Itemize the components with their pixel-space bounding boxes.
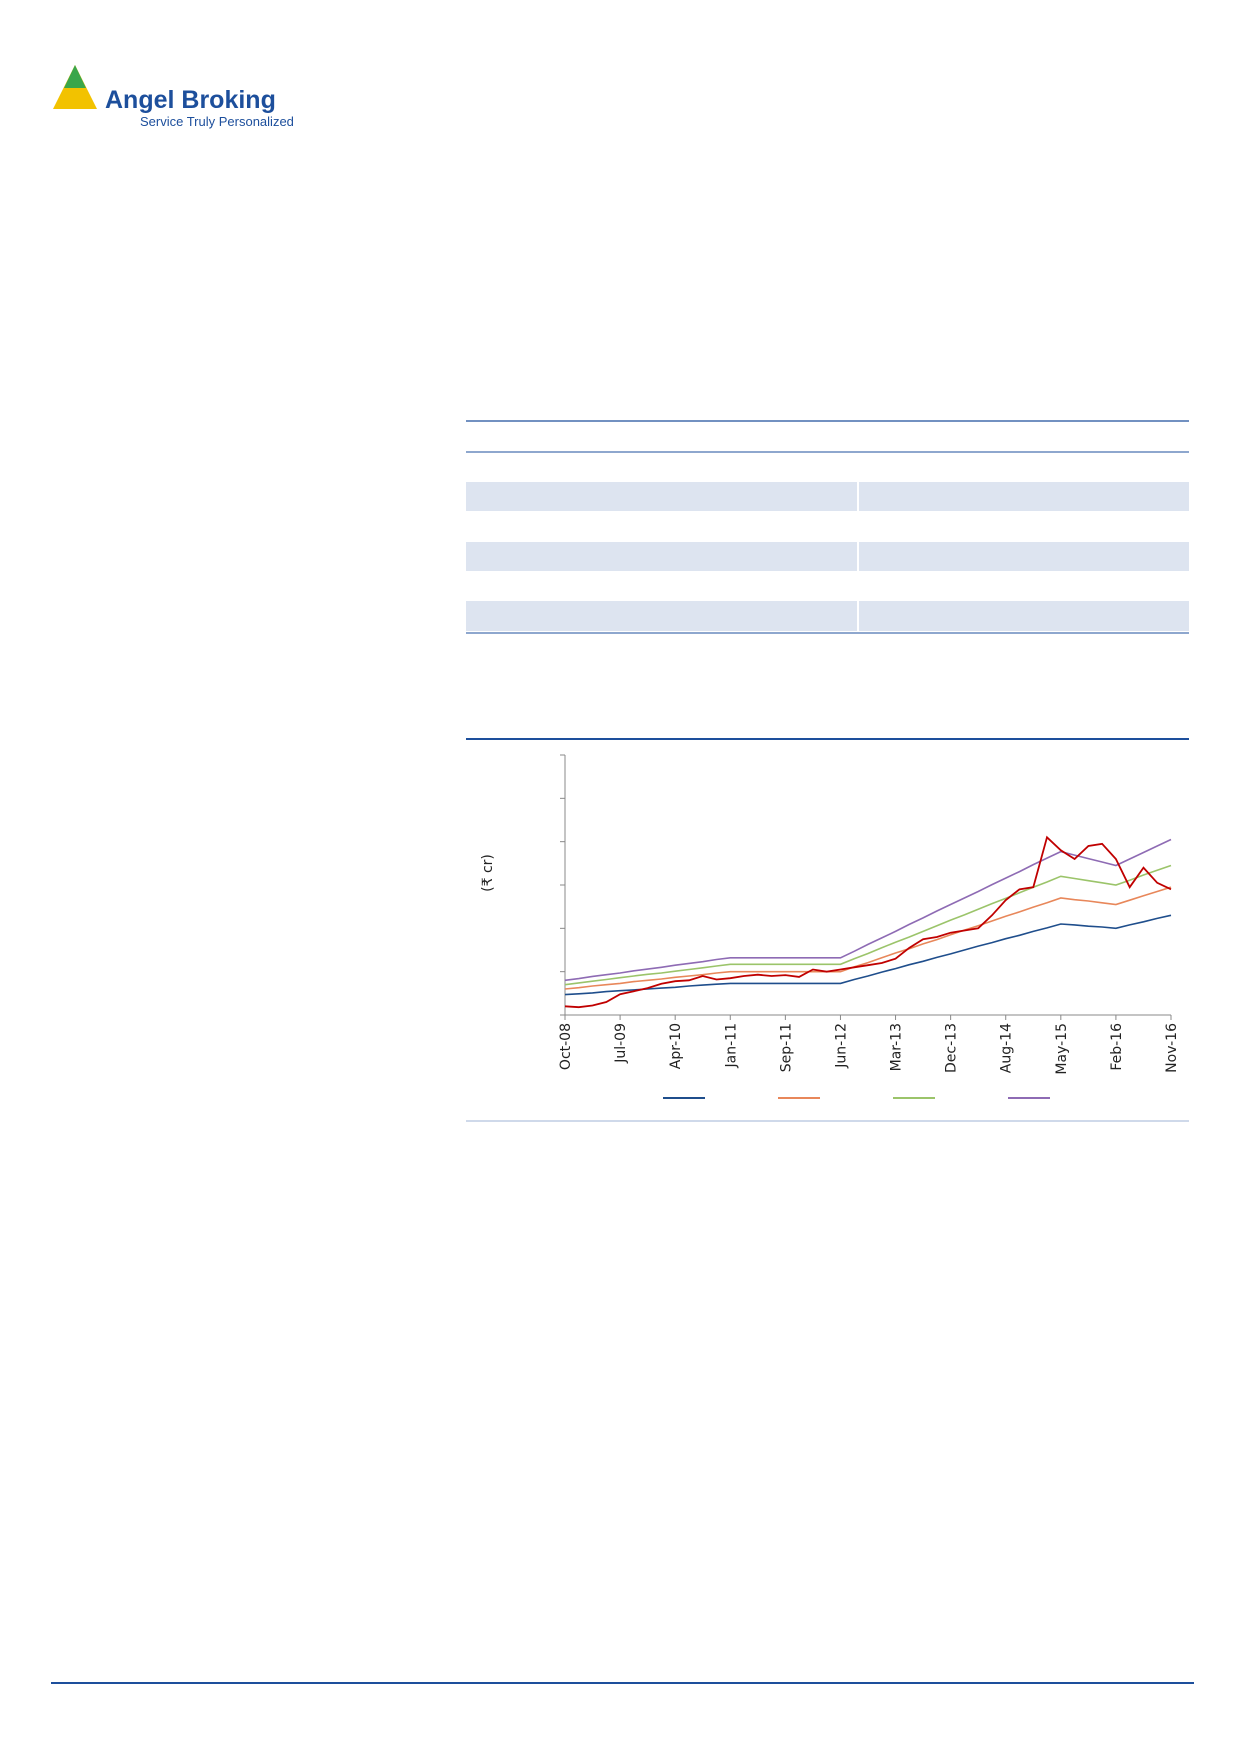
logo: Angel Broking Service Truly Personalized — [53, 65, 294, 129]
x-tick-label: Sep-11 — [778, 1023, 794, 1072]
table-row-shade — [466, 542, 1189, 571]
series-line — [564, 864, 1172, 986]
series-line — [564, 886, 1172, 990]
x-tick-label: Nov-16 — [1164, 1023, 1180, 1073]
series-line — [564, 838, 1172, 982]
table-row-shade — [466, 601, 1189, 631]
x-tick-label: Mar-13 — [889, 1023, 905, 1071]
table-row-shade — [466, 482, 1189, 511]
brand: Angel Broking — [105, 86, 276, 114]
tagline: Service Truly Personalized — [140, 114, 294, 129]
logo-mark-top — [64, 65, 86, 88]
x-tick-label: Jul-09 — [613, 1023, 629, 1064]
x-tick-label: Apr-10 — [668, 1023, 684, 1069]
x-tick-label: Jun-12 — [833, 1023, 849, 1069]
x-tick-label: May-15 — [1054, 1023, 1070, 1075]
x-tick-label: Dec-13 — [944, 1023, 960, 1073]
x-tick-label: Oct-08 — [558, 1023, 574, 1070]
table — [466, 420, 1189, 634]
series-line — [564, 914, 1172, 996]
y-axis-label: (₹ cr) — [480, 854, 496, 892]
chart: Oct-08 Jul-09 Apr-10 Jan-11 Sep-11 Jun-12 Mar-… — [558, 754, 1180, 1099]
x-tick-label: Feb-16 — [1109, 1023, 1125, 1071]
x-tick-label: Jan-11 — [723, 1023, 739, 1068]
series-line — [564, 835, 1172, 1009]
x-tick-label: Aug-14 — [999, 1023, 1015, 1073]
